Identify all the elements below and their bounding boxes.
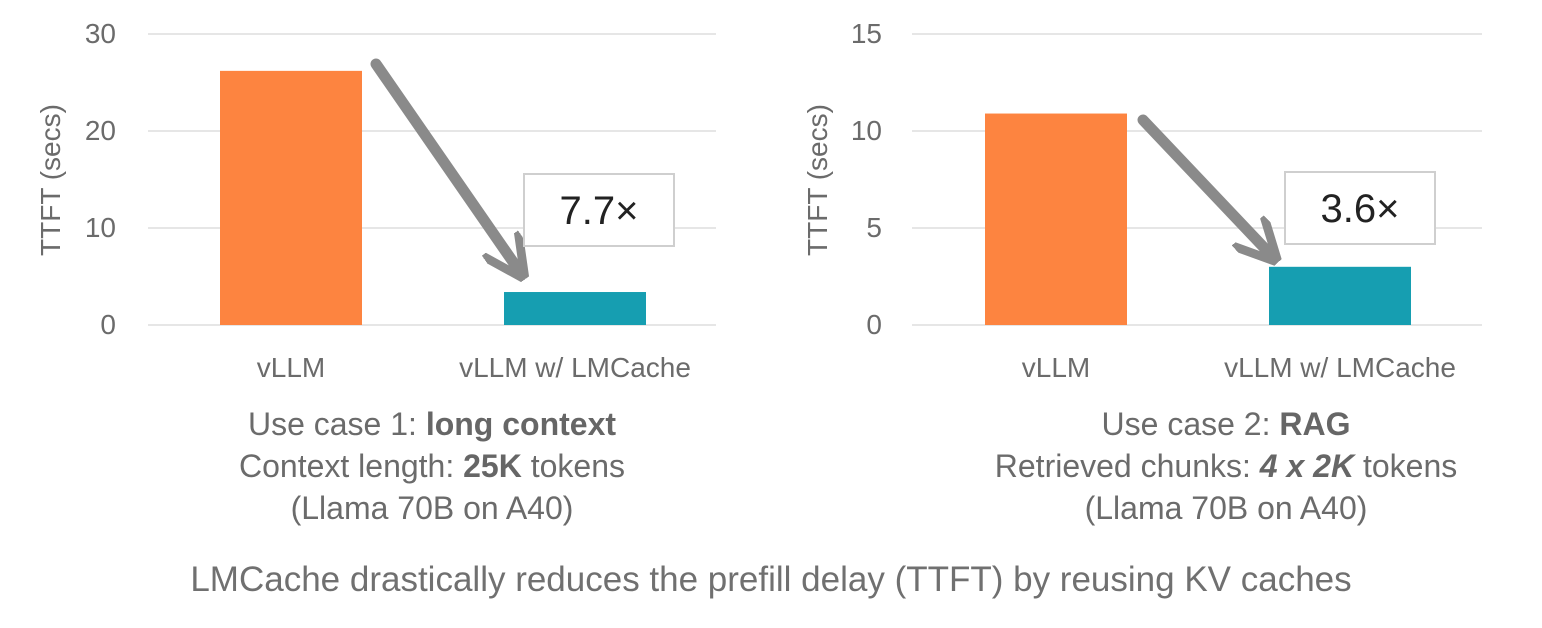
chart-1-caption-line-2-prefix: Context length: — [238, 448, 464, 484]
chart-2-caption-line-2: Retrieved chunks: 4 x 2K tokens — [926, 448, 1526, 485]
chart-1-ytick-1: 10 — [85, 212, 116, 243]
chart-1-bar-vllm-lmcache — [504, 292, 646, 325]
chart-2-caption-bold: RAG — [1279, 406, 1351, 442]
chart-1: 0 10 20 30 TTFT (secs) vLLM vLLM w/ LMCa… — [35, 18, 716, 383]
chart-2-caption-line-2-prefix: Retrieved chunks: — [994, 448, 1260, 484]
chart-2-caption-line-2-bold: 4 x 2K — [1259, 448, 1355, 484]
chart-1-xtick-1: vLLM w/ LMCache — [459, 352, 691, 383]
chart-2-ytick-3: 15 — [851, 18, 882, 49]
chart-2-xtick-0: vLLM — [1022, 352, 1090, 383]
chart-1-bar-vllm — [220, 70, 362, 325]
chart-2-annotation: 3.6× — [1321, 187, 1400, 231]
chart-2-xtick-1: vLLM w/ LMCache — [1224, 352, 1456, 383]
chart-1-caption-line-2: Context length: 25K tokens — [132, 448, 732, 485]
chart-2-caption-line-2-suffix: tokens — [1354, 448, 1458, 484]
chart-2-bar-vllm — [985, 113, 1127, 325]
chart-1-caption-bold: long context — [425, 406, 617, 442]
chart-2-bar-vllm-lmcache — [1269, 266, 1411, 325]
footer-caption: LMCache drastically reduces the prefill … — [190, 560, 1352, 599]
chart-2-annotation-box — [1284, 171, 1436, 245]
chart-2-caption-line-1: Use case 2: RAG — [926, 406, 1526, 443]
chart-1-ytick-3: 30 — [85, 18, 116, 49]
chart-2-caption-prefix: Use case 2: — [1101, 406, 1280, 442]
chart-1-annotation-box — [523, 173, 675, 247]
chart-2-ytick-1: 5 — [866, 212, 882, 243]
chart-2-caption-line-3: (Llama 70B on A40) — [1084, 490, 1368, 526]
chart-2-ytick-0: 0 — [866, 309, 882, 340]
chart-1-xtick-0: vLLM — [257, 352, 325, 383]
chart-2-arrow — [1137, 114, 1272, 256]
chart-2-ytick-2: 10 — [851, 115, 882, 146]
chart-1-caption-line-2-bold: 25K — [463, 448, 522, 484]
chart-2-ylabel: TTFT (secs) — [802, 104, 833, 256]
chart-1-arrow — [370, 58, 520, 272]
chart-1-caption-prefix: Use case 1: — [247, 406, 426, 442]
chart-1-caption-line-3: (Llama 70B on A40) — [290, 490, 574, 526]
chart-1-caption-line-1: Use case 1: long context — [132, 406, 732, 443]
chart-1-caption-line-2-suffix: tokens — [521, 448, 625, 484]
chart-1-annotation: 7.7× — [560, 189, 639, 233]
chart-2: 0 5 10 15 TTFT (secs) vLLM vLLM w/ LMCac… — [802, 18, 1482, 383]
chart-1-ylabel: TTFT (secs) — [35, 104, 66, 256]
chart-1-ytick-2: 20 — [85, 115, 116, 146]
chart-1-ytick-0: 0 — [100, 309, 116, 340]
